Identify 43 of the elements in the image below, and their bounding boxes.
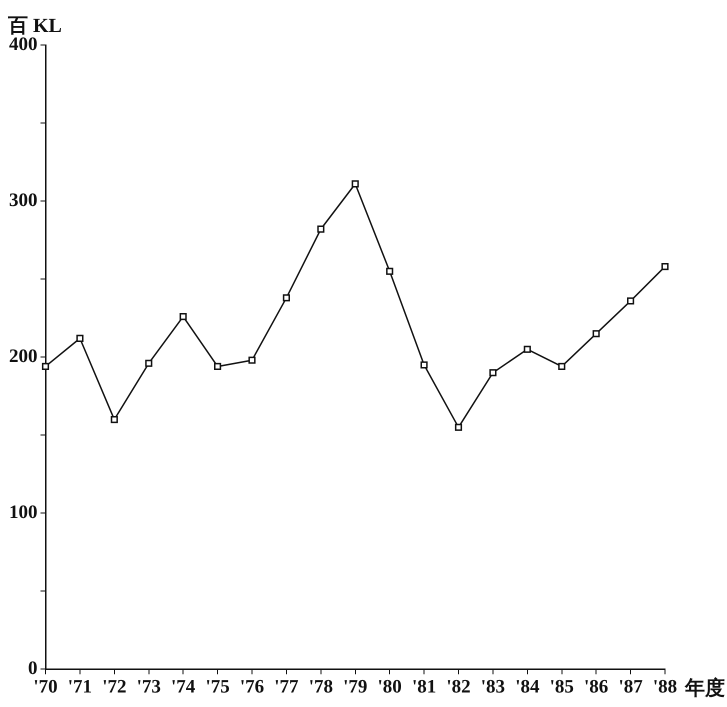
point [524,346,531,353]
x-tick-label: '79 [343,676,368,698]
x-tick-label: '71 [68,676,92,698]
point [145,360,152,367]
x-tick-label: '74 [171,676,196,698]
y-tick-label: 200 [9,346,38,368]
x-tick-label: '86 [584,676,608,698]
point [76,334,84,342]
point [386,268,394,275]
point [420,361,428,368]
point [352,180,359,188]
x-axis-title: 年度 [684,676,725,700]
x-tick-label: '84 [515,676,540,698]
x-tick-label: '76 [240,676,264,698]
point [110,416,118,424]
y-tick-label: 100 [9,502,38,524]
point [592,330,600,338]
point [180,312,187,320]
point [317,226,324,233]
y-tick-label: 300 [9,190,38,211]
y-tick-label: 0 [28,658,38,680]
x-tick-label: '70 [33,676,58,698]
x-tick-label: '83 [480,676,506,698]
x-tick-label: '77 [274,676,300,698]
point [558,362,566,370]
point [248,356,256,364]
point [282,294,290,302]
x-tick-label: '81 [412,676,436,698]
point [661,263,669,270]
point [454,424,462,431]
x-tick-label: '78 [308,676,333,698]
point [42,362,50,370]
point [627,297,634,304]
x-tick-label: '73 [136,676,161,698]
point [489,369,496,376]
x-tick-label: '82 [446,676,471,698]
point [214,362,222,370]
x-tick-label: '75 [205,676,230,698]
x-tick-label: '80 [378,676,402,698]
x-tick-label: '72 [102,676,126,698]
x-tick-label: '85 [550,676,574,698]
x-tick-label: '87 [618,676,644,698]
x-tick-label: '88 [652,676,678,698]
